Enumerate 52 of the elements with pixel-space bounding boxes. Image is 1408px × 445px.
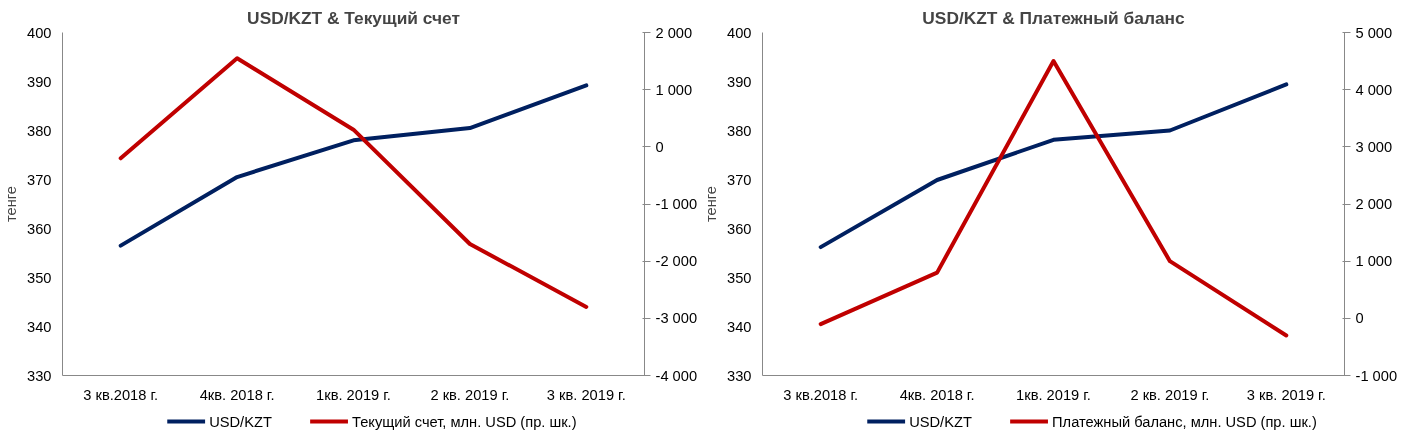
line-series (818, 59, 1289, 338)
y-tick-label: 360 (727, 220, 752, 237)
legend-label: USD/KZT (909, 413, 972, 430)
x-tick-label: 3 кв. 2019 г. (1246, 386, 1326, 403)
y-tick-label: 340 (727, 318, 752, 335)
y2-tick-label: 4 000 (1355, 81, 1393, 98)
y-tick-label: 390 (727, 73, 752, 90)
x-tick-label: 3 кв.2018 г. (783, 386, 859, 403)
y-tick-label: 380 (27, 122, 52, 139)
line-series (818, 82, 1289, 250)
y-tick-label: 370 (27, 171, 52, 188)
y-axis-title: тенге (703, 186, 720, 222)
legend-label: Текущий счет, млн. USD (пр. шк.) (352, 413, 577, 430)
y2-tick-label: 1 000 (655, 81, 693, 98)
y-tick-label: 370 (727, 171, 752, 188)
line-series (118, 83, 589, 248)
y-tick-label: 350 (27, 269, 52, 286)
y-tick-label: 330 (727, 367, 752, 384)
y2-tick-label: 3 000 (1355, 138, 1393, 155)
x-tick-label: 4кв. 2018 г. (199, 386, 275, 403)
chart-title: USD/KZT & Текущий счет (247, 7, 460, 28)
y2-tick-label: 1 000 (1355, 253, 1393, 270)
x-tick-label: 4кв. 2018 г. (899, 386, 975, 403)
y2-tick-label: 0 (655, 138, 664, 155)
y2-tick-label: -1 000 (1355, 367, 1398, 384)
x-tick-label: 2 кв. 2019 г. (1130, 386, 1210, 403)
x-tick-label: 3 кв.2018 г. (83, 386, 159, 403)
legend-label: Платежный баланс, млн. USD (пр. шк.) (1052, 413, 1317, 430)
chart-title: USD/KZT & Платежный баланс (922, 7, 1186, 28)
line-series (118, 56, 589, 309)
y2-tick-label: 2 000 (1355, 196, 1393, 212)
y-axis-title: тенге (3, 186, 20, 222)
y-tick-label: 340 (27, 318, 52, 335)
y-tick-label: 390 (27, 73, 52, 90)
legend-label: USD/KZT (209, 413, 272, 430)
y-tick-label: 400 (727, 24, 752, 41)
y2-tick-label: -1 000 (655, 196, 698, 212)
y2-tick-label: -4 000 (655, 367, 698, 384)
y2-tick-label: -2 000 (655, 253, 698, 270)
y2-tick-label: 2 000 (655, 24, 693, 41)
y2-tick-label: 0 (1355, 310, 1364, 327)
x-tick-label: 1кв. 2019 г. (316, 386, 391, 403)
y2-tick-label: 5 000 (1355, 24, 1393, 41)
y-tick-label: 360 (27, 220, 52, 237)
y2-tick-label: -3 000 (655, 310, 698, 327)
y-tick-label: 330 (27, 367, 52, 384)
y-tick-label: 380 (727, 122, 752, 139)
y-tick-label: 400 (27, 24, 52, 41)
y-tick-label: 350 (727, 269, 752, 286)
x-tick-label: 3 кв. 2019 г. (546, 386, 626, 403)
x-tick-label: 2 кв. 2019 г. (430, 386, 510, 403)
x-tick-label: 1кв. 2019 г. (1016, 386, 1091, 403)
